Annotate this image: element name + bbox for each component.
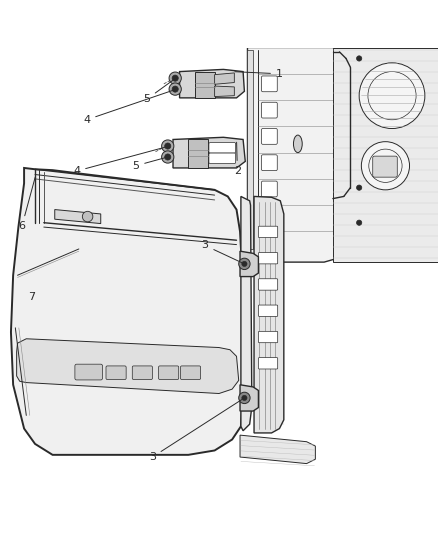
Circle shape [242, 261, 247, 266]
FancyBboxPatch shape [261, 155, 277, 171]
Circle shape [361, 142, 410, 190]
Text: 3: 3 [149, 399, 242, 462]
Text: 3: 3 [201, 240, 242, 263]
Text: 2: 2 [234, 142, 241, 176]
Text: 4: 4 [73, 147, 165, 176]
FancyBboxPatch shape [373, 156, 397, 177]
FancyBboxPatch shape [209, 142, 236, 153]
Circle shape [239, 258, 250, 270]
Text: 1: 1 [235, 69, 283, 79]
FancyBboxPatch shape [258, 253, 278, 264]
FancyBboxPatch shape [106, 366, 126, 379]
Circle shape [172, 75, 178, 81]
Circle shape [239, 392, 250, 403]
Polygon shape [215, 86, 234, 96]
FancyBboxPatch shape [209, 153, 236, 164]
FancyBboxPatch shape [75, 364, 102, 380]
FancyBboxPatch shape [258, 279, 278, 290]
Circle shape [162, 151, 174, 163]
Text: 4: 4 [83, 91, 173, 125]
Polygon shape [254, 197, 284, 433]
FancyBboxPatch shape [261, 207, 277, 223]
Text: 6: 6 [18, 177, 35, 231]
Polygon shape [240, 251, 258, 277]
Polygon shape [333, 47, 438, 262]
FancyBboxPatch shape [258, 226, 278, 238]
FancyBboxPatch shape [132, 366, 152, 379]
Polygon shape [173, 138, 245, 168]
Polygon shape [215, 73, 234, 84]
FancyBboxPatch shape [258, 332, 278, 343]
FancyBboxPatch shape [258, 305, 278, 317]
FancyBboxPatch shape [261, 128, 277, 144]
Polygon shape [195, 71, 215, 98]
Polygon shape [240, 435, 315, 464]
FancyBboxPatch shape [261, 231, 277, 247]
Circle shape [82, 211, 93, 222]
Circle shape [165, 154, 171, 160]
FancyBboxPatch shape [261, 76, 277, 92]
FancyBboxPatch shape [261, 181, 277, 197]
Ellipse shape [293, 135, 302, 152]
FancyBboxPatch shape [258, 358, 278, 369]
Circle shape [242, 395, 247, 400]
Polygon shape [240, 385, 258, 411]
Polygon shape [55, 209, 101, 223]
Polygon shape [180, 69, 244, 98]
Circle shape [357, 56, 362, 61]
Text: 5: 5 [132, 158, 165, 171]
Circle shape [357, 220, 362, 225]
FancyBboxPatch shape [180, 366, 201, 379]
Text: 7: 7 [28, 292, 35, 302]
Circle shape [162, 140, 174, 152]
Polygon shape [188, 140, 208, 168]
FancyBboxPatch shape [261, 102, 277, 118]
Circle shape [172, 86, 178, 92]
Polygon shape [247, 50, 253, 249]
FancyBboxPatch shape [159, 366, 179, 379]
Circle shape [357, 185, 362, 190]
Circle shape [169, 83, 181, 95]
Polygon shape [11, 168, 243, 455]
Circle shape [165, 143, 171, 149]
Polygon shape [247, 47, 350, 262]
Text: 5: 5 [143, 80, 173, 104]
Circle shape [359, 63, 425, 128]
Circle shape [169, 72, 181, 84]
Polygon shape [17, 339, 239, 393]
Polygon shape [241, 197, 252, 431]
